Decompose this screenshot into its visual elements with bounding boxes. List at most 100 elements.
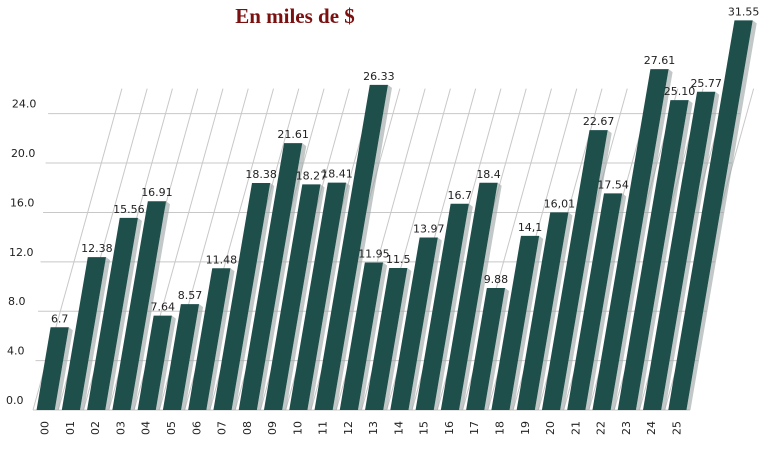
value-label: 18.27 <box>296 169 328 182</box>
x-tick-label: 03 <box>114 421 127 435</box>
x-tick-label: 13 <box>367 421 380 435</box>
bar-shadow <box>231 183 275 410</box>
value-label: 13.97 <box>413 223 445 236</box>
x-tick-label: 11 <box>317 421 330 435</box>
bar <box>390 237 438 410</box>
value-label: 16.7 <box>447 189 472 202</box>
bar-shadow <box>484 288 510 410</box>
value-label: 11.95 <box>358 247 390 260</box>
bar <box>314 84 388 410</box>
y-tick-label: 0.0 <box>6 394 24 407</box>
bar <box>238 143 303 411</box>
bar <box>592 69 669 411</box>
x-tick-label: 24 <box>645 421 658 435</box>
x-tick-label: 09 <box>266 421 279 435</box>
value-label: 25.10 <box>664 85 696 98</box>
bar-shadow <box>635 100 693 410</box>
bar <box>36 327 69 410</box>
x-tick-label: 08 <box>241 421 254 435</box>
y-tick-label: 12.0 <box>9 246 34 259</box>
bar-shadow <box>130 201 171 410</box>
value-label: 18.38 <box>245 168 277 181</box>
bar <box>87 217 138 410</box>
bar-shadow <box>509 235 544 410</box>
y-tick-label: 4.0 <box>7 345 25 358</box>
value-label: 11.5 <box>386 253 411 266</box>
bar-shadow <box>206 268 235 410</box>
value-label: 14,1 <box>518 221 543 234</box>
bar-shadow <box>105 217 142 410</box>
value-label: 9.88 <box>484 273 509 286</box>
y-tick-label: 8.0 <box>8 295 26 308</box>
bar-shadow <box>610 69 673 411</box>
bar-shadow <box>357 262 388 410</box>
x-tick-label: 14 <box>392 421 405 435</box>
x-tick-label: 15 <box>418 421 431 435</box>
value-label: 31.55 <box>728 5 760 18</box>
x-tick-label: 07 <box>216 421 229 435</box>
bar <box>491 235 540 410</box>
value-label: 16,01 <box>544 197 576 210</box>
value-label: 17.54 <box>597 178 629 191</box>
bar-shadow <box>256 143 307 411</box>
bar-shadow <box>282 184 325 410</box>
bar <box>112 201 167 410</box>
bar <box>541 130 608 410</box>
x-tick-label: 23 <box>620 421 633 435</box>
x-tick-label: 16 <box>443 421 456 435</box>
bar-shadow <box>408 237 442 410</box>
bar-shadow <box>332 84 392 410</box>
bar <box>617 100 689 410</box>
y-tick-label: 16.0 <box>10 196 34 209</box>
value-label: 12.38 <box>81 242 113 255</box>
value-label: 27.61 <box>644 54 676 67</box>
bar <box>466 288 506 410</box>
value-label: 18.41 <box>321 168 353 181</box>
x-tick-label: 10 <box>291 421 304 435</box>
x-tick-label: 05 <box>165 421 178 435</box>
value-label: 21.61 <box>277 128 309 141</box>
bar <box>61 257 106 410</box>
x-tick-label: 21 <box>569 421 582 435</box>
bar <box>415 203 469 410</box>
value-label: 11.48 <box>206 253 238 266</box>
bar-shadow <box>534 212 573 410</box>
bar <box>213 183 271 410</box>
x-tick-label: 25 <box>670 421 683 435</box>
bar-shadow <box>181 304 204 410</box>
bar-shadow <box>560 130 612 410</box>
x-tick-label: 18 <box>493 421 506 435</box>
bar <box>162 304 200 410</box>
bar <box>365 268 408 410</box>
chart-title: En miles de $ <box>235 4 355 28</box>
value-label: 6.7 <box>51 312 69 325</box>
bar-shadow <box>459 182 502 410</box>
bar <box>339 262 384 410</box>
bar <box>263 184 321 410</box>
x-tick-label: 20 <box>544 421 557 435</box>
bar-shadow <box>155 315 176 410</box>
bar-shadow <box>661 91 720 411</box>
x-tick-label: 01 <box>64 421 77 435</box>
x-tick-label: 17 <box>468 421 481 435</box>
bar-shadow <box>383 268 412 410</box>
y-tick-label: 20.0 <box>11 147 36 160</box>
x-tick-label: 12 <box>342 421 355 435</box>
x-tick-label: 04 <box>140 421 153 435</box>
value-label: 25.77 <box>690 77 722 90</box>
x-tick-label: 02 <box>89 421 102 435</box>
bar <box>668 20 753 411</box>
bar-shadow <box>585 193 627 410</box>
value-label: 8.57 <box>178 289 203 302</box>
bar <box>516 212 569 410</box>
value-label: 18.4 <box>476 168 501 181</box>
bar <box>137 315 172 410</box>
value-label: 16.91 <box>141 186 173 199</box>
value-label: 22.67 <box>583 115 615 128</box>
bar-shadow <box>433 203 473 410</box>
x-tick-label: 22 <box>595 421 608 435</box>
bar-shadow <box>80 257 110 410</box>
x-tick-label: 06 <box>190 421 203 435</box>
bar <box>567 193 623 410</box>
